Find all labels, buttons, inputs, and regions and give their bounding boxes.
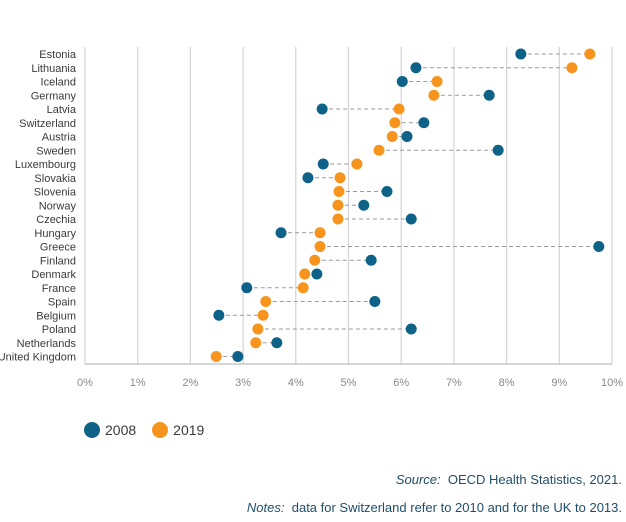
point-2008: [369, 296, 381, 307]
point-2019: [334, 172, 346, 184]
point-2019: [210, 351, 222, 362]
category-label: Switzerland: [19, 118, 76, 130]
point-2019: [257, 309, 269, 321]
point-2008: [317, 158, 329, 170]
source-label: Source:: [395, 472, 441, 487]
source-note: Source: OECD Health Statistics, 2021.: [396, 472, 622, 487]
point-2008: [271, 337, 283, 349]
category-label: Spain: [48, 297, 76, 309]
point-2008: [492, 144, 504, 156]
x-tick-label: 2%: [182, 377, 198, 389]
point-2008: [316, 103, 328, 115]
x-tick-label: 5%: [341, 377, 357, 389]
point-2019: [393, 103, 405, 115]
point-2008: [418, 117, 430, 129]
point-2019: [250, 337, 262, 349]
point-2019: [431, 76, 443, 87]
legend-item-2019: 2019: [152, 422, 204, 438]
point-2019: [584, 48, 596, 60]
point-2008: [396, 76, 408, 87]
legend-label-2019: 2019: [173, 422, 205, 438]
category-label: Czechia: [36, 214, 77, 226]
category-label: Sweden: [36, 145, 76, 157]
category-label: Luxembourg: [15, 159, 76, 171]
category-label: Poland: [42, 324, 76, 336]
x-tick-label: 6%: [393, 377, 409, 389]
notes: Notes: data for Switzerland refer to 201…: [247, 500, 622, 515]
point-2008: [302, 172, 314, 184]
legend-item-2008: 2008: [84, 422, 136, 438]
x-tick-label: 8%: [499, 377, 515, 389]
x-tick-label: 3%: [235, 377, 251, 389]
dumbbell-chart: 0% 1% 2% 3% 4% 5% 6% 7% 8% 9% 10% Estonia Lithuania I…: [0, 47, 623, 389]
point-2019: [314, 227, 326, 239]
category-label: Austria: [42, 132, 77, 144]
category-label: United Kingdom: [0, 352, 76, 364]
point-2019: [386, 131, 398, 142]
point-2008: [241, 282, 253, 294]
category-label: Latvia: [47, 104, 77, 116]
category-label: Lithuania: [31, 63, 77, 75]
point-2008: [515, 48, 527, 60]
point-2019: [389, 117, 401, 129]
category-label: Germany: [31, 90, 77, 102]
x-tick-label: 1%: [130, 377, 146, 389]
x-tick-label: 0%: [77, 377, 93, 389]
legend-label-2008: 2008: [105, 422, 137, 438]
point-2019: [332, 199, 344, 211]
category-label: Slovakia: [34, 173, 76, 185]
notes-label: Notes:: [246, 500, 285, 515]
category-label: Hungary: [34, 228, 76, 240]
category-label: Slovenia: [34, 187, 77, 199]
point-2019: [332, 213, 344, 225]
point-2008: [358, 199, 370, 211]
legend: 2008 2019: [84, 422, 220, 438]
point-2008: [405, 213, 417, 225]
point-2008: [405, 323, 417, 335]
point-2019: [297, 282, 309, 294]
category-label: Finland: [40, 255, 76, 267]
point-2008: [410, 62, 422, 74]
point-2008: [593, 241, 605, 252]
point-2008: [483, 89, 495, 101]
category-label: Denmark: [31, 269, 76, 281]
category-label: Estonia: [39, 49, 77, 61]
source-text: OECD Health Statistics, 2021.: [447, 472, 622, 487]
point-2019: [351, 158, 363, 170]
point-2008: [213, 309, 225, 321]
x-tick-label: 7%: [446, 377, 462, 389]
point-2019: [373, 144, 385, 156]
point-2008: [311, 268, 323, 280]
notes-text: data for Switzerland refer to 2010 and f…: [291, 500, 622, 515]
category-label: Netherlands: [17, 338, 77, 350]
point-2008: [275, 227, 287, 239]
point-2019: [252, 323, 264, 335]
legend-marker-2008: [84, 422, 100, 438]
point-2019: [428, 89, 440, 101]
category-label: Greece: [40, 242, 76, 254]
category-label: Norway: [39, 200, 77, 212]
point-2008: [401, 131, 413, 142]
point-2008: [381, 186, 393, 197]
point-2019: [333, 186, 345, 197]
x-tick-label: 9%: [551, 377, 567, 389]
x-tick-label: 4%: [288, 377, 304, 389]
point-2008: [365, 254, 377, 266]
point-2019: [299, 268, 311, 280]
category-label: Belgium: [36, 310, 76, 322]
point-2019: [260, 296, 272, 307]
point-2019: [566, 62, 578, 74]
point-2019: [314, 241, 326, 252]
x-tick-label: 10%: [601, 377, 623, 389]
point-2019: [309, 254, 321, 266]
legend-marker-2019: [152, 422, 169, 438]
category-label: Iceland: [41, 77, 76, 89]
category-label: France: [42, 283, 76, 295]
point-2008: [232, 351, 244, 362]
